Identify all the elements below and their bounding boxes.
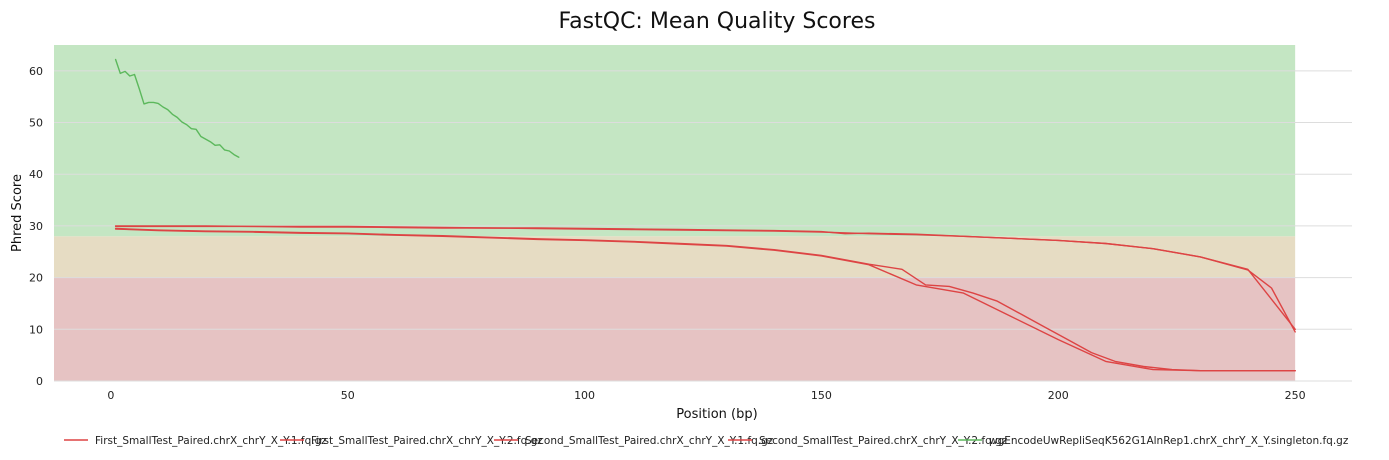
- chart-title: FastQC: Mean Quality Scores: [559, 9, 876, 34]
- quality-band-2: [54, 45, 1296, 237]
- legend: First_SmallTest_Paired.chrX_chrY_X_Y.1.f…: [64, 435, 1349, 447]
- quality-bands: [54, 45, 1296, 381]
- x-tick-label: 200: [1048, 389, 1069, 402]
- series-line-5: [114, 58, 240, 158]
- x-axis-ticks: 0 50 100 150 200 250: [107, 389, 1305, 402]
- legend-label-4: Second_SmallTest_Paired.chrX_chrY_X_Y.2.…: [759, 435, 1008, 447]
- x-tick-label: 250: [1285, 389, 1306, 402]
- series-lines: [114, 58, 1296, 372]
- series-line-3: [114, 225, 1296, 330]
- x-tick-label: 0: [107, 389, 114, 402]
- y-tick-label: 60: [29, 65, 43, 78]
- y-tick-label: 50: [29, 117, 43, 130]
- legend-label-1: First_SmallTest_Paired.chrX_chrY_X_Y.1.f…: [95, 435, 327, 447]
- y-axis-ticks: 0 10 20 30 40 50 60: [29, 65, 43, 388]
- y-tick-label: 20: [29, 272, 43, 285]
- y-tick-label: 0: [36, 375, 43, 388]
- y-tick-label: 40: [29, 168, 43, 181]
- series-line-4: [114, 228, 1296, 372]
- legend-label-5: wgEncodeUwRepliSeqK562G1AlnRep1.chrX_chr…: [989, 435, 1349, 447]
- x-tick-label: 50: [341, 389, 355, 402]
- y-axis-label: Phred Score: [10, 174, 25, 252]
- x-axis-label: Position (bp): [676, 407, 757, 422]
- x-tick-label: 100: [574, 389, 595, 402]
- quality-band-1: [54, 236, 1296, 278]
- x-tick-label: 150: [811, 389, 832, 402]
- legend-label-3: Second_SmallTest_Paired.chrX_chrY_X_Y.1.…: [525, 435, 774, 447]
- legend-label-2: First_SmallTest_Paired.chrX_chrY_X_Y.2.f…: [311, 435, 543, 447]
- y-tick-label: 10: [29, 323, 43, 336]
- y-tick-label: 30: [29, 220, 43, 233]
